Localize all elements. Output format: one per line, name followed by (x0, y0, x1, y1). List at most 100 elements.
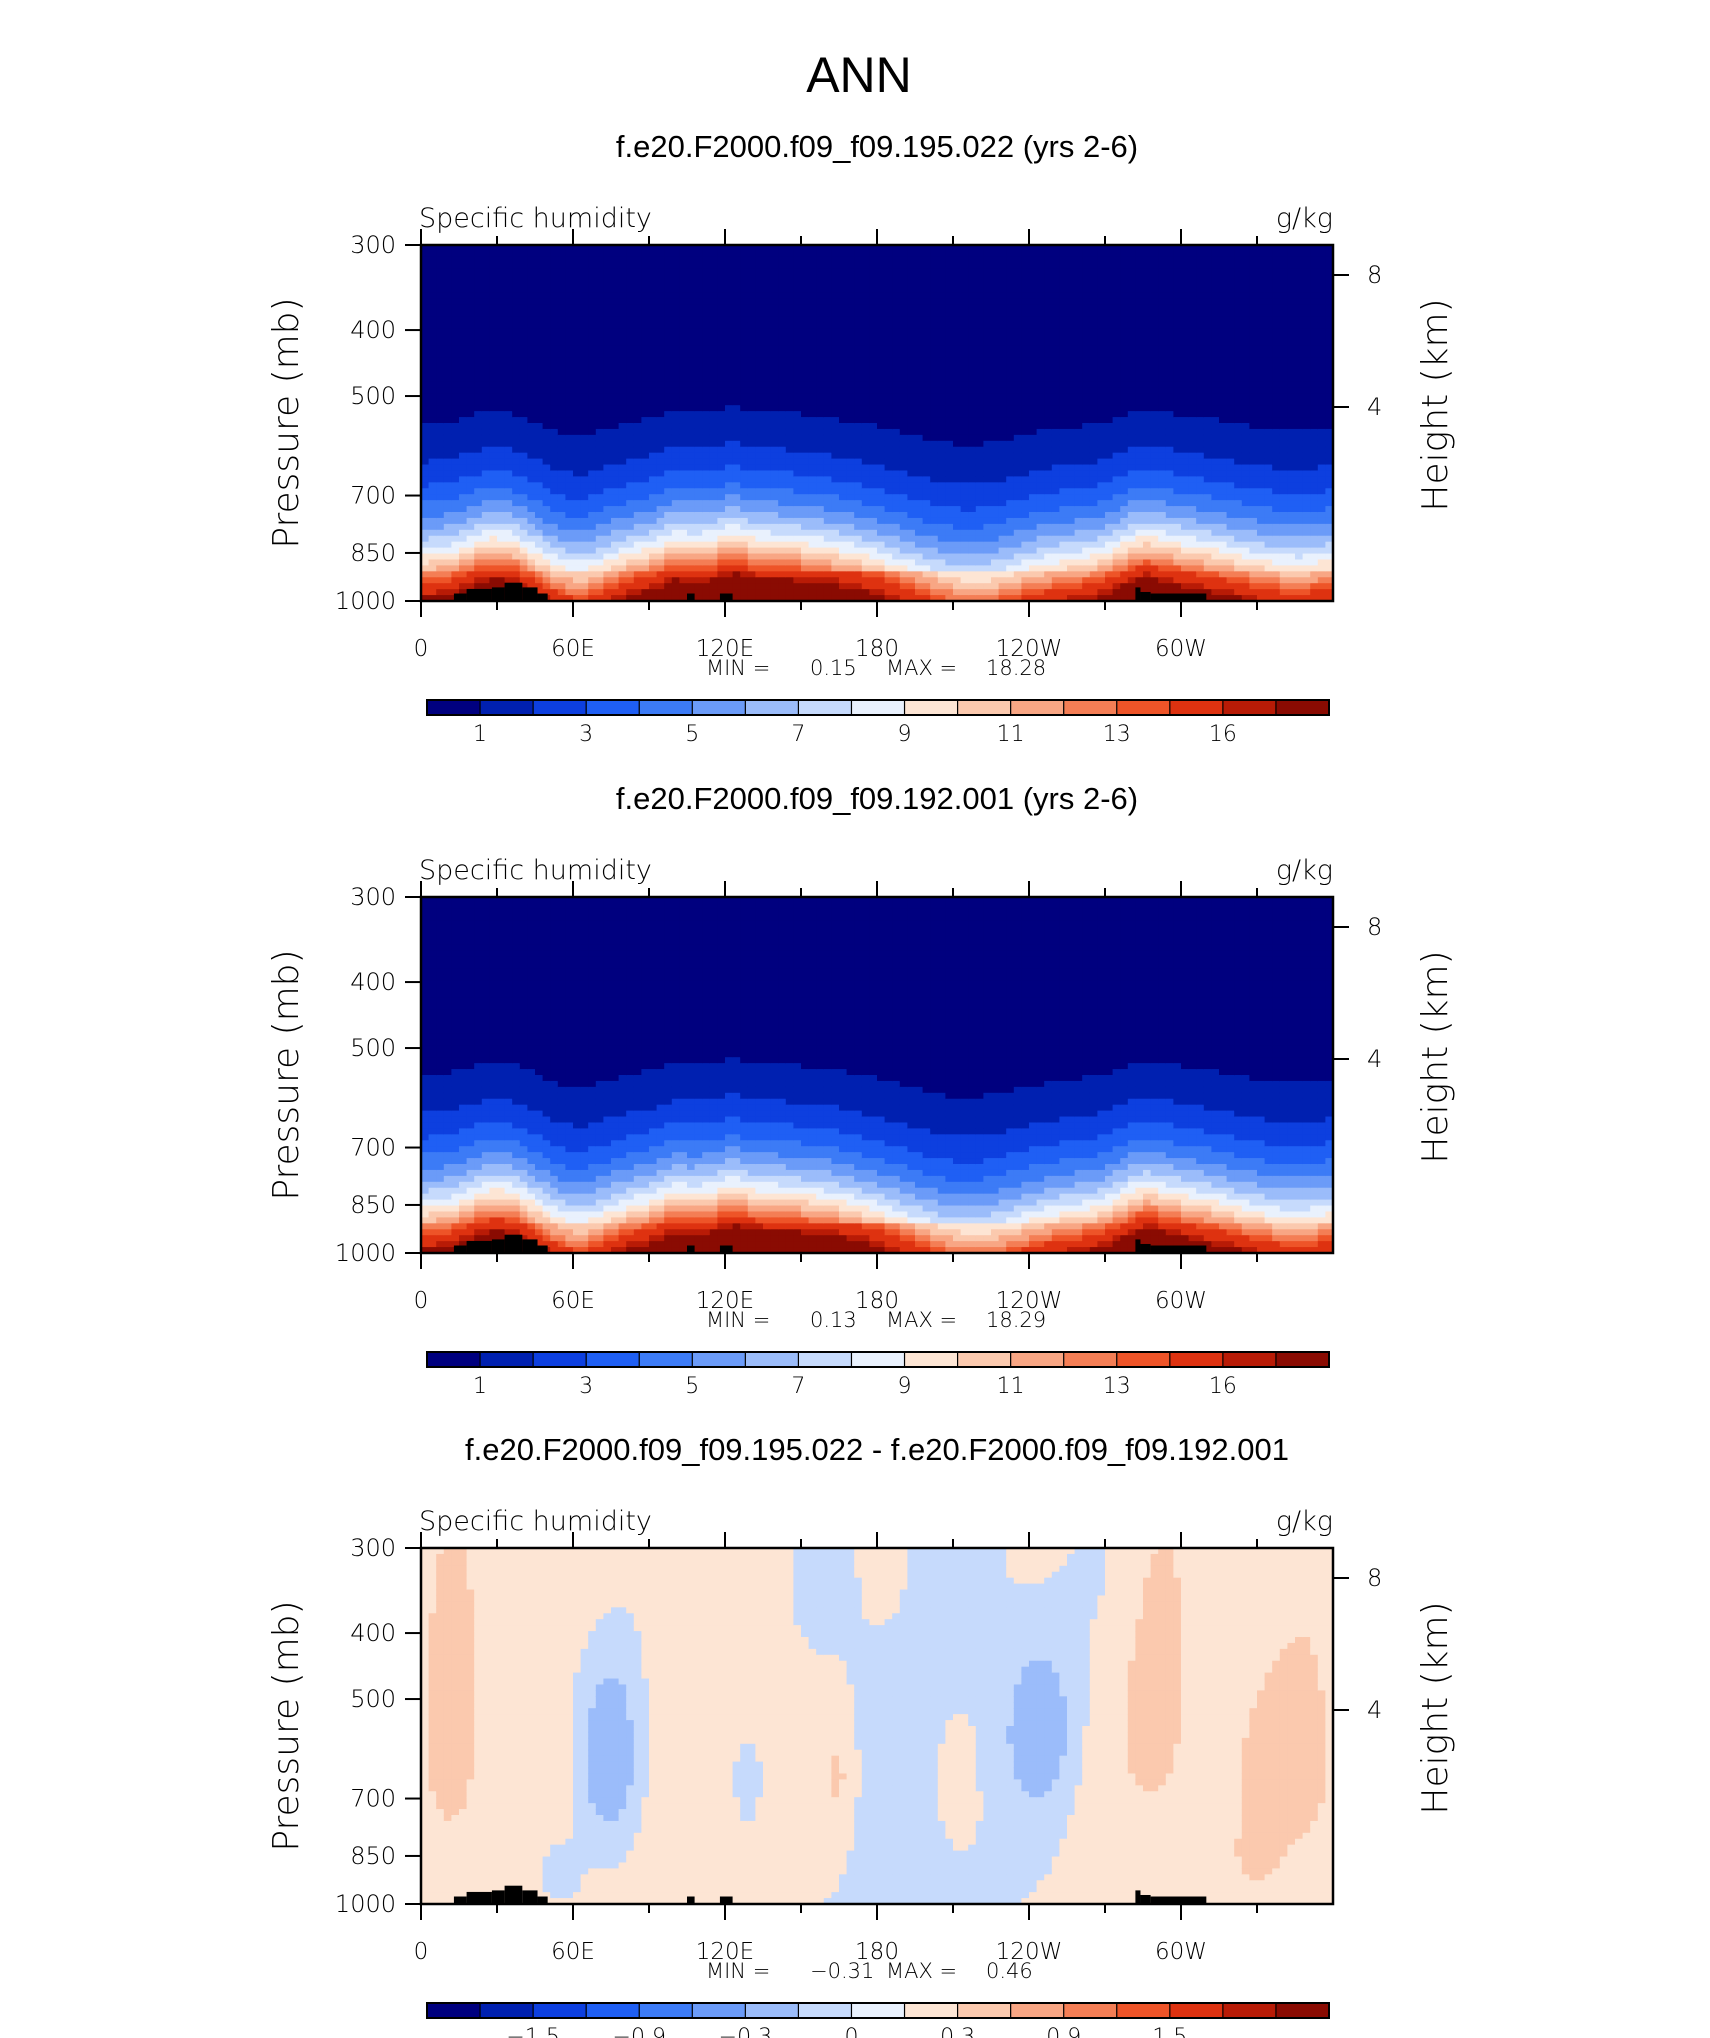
field-cell (922, 316, 931, 323)
field-cell (983, 577, 992, 584)
field-cell (801, 553, 810, 561)
field-cell (1006, 571, 1015, 578)
field-cell (930, 292, 939, 299)
field-cell (481, 417, 490, 424)
field-cell (656, 375, 665, 383)
field-cell (854, 304, 863, 311)
field-cell (763, 464, 772, 472)
field-cell (626, 351, 635, 359)
field-cell (732, 286, 741, 294)
field-cell (892, 434, 901, 442)
field-cell (1044, 280, 1053, 288)
field-cell (732, 529, 741, 537)
field-cell (1006, 256, 1015, 264)
field-cell (474, 423, 483, 430)
field-cell (527, 417, 536, 424)
field-cell (603, 541, 612, 549)
field-cell (694, 292, 703, 299)
field-cell (664, 268, 673, 276)
field-cell (846, 286, 855, 294)
field-cell (968, 434, 977, 442)
field-cell (421, 440, 430, 448)
field-cell (565, 470, 574, 477)
field-cell (839, 547, 848, 555)
field-cell (823, 304, 832, 311)
field-cell (519, 411, 528, 418)
field-cell (763, 250, 772, 258)
field-cell (1044, 334, 1053, 341)
field-cell (907, 434, 916, 442)
field-cell (687, 434, 696, 442)
field-cell (542, 428, 551, 436)
field-cell (459, 304, 468, 311)
field-cell (633, 357, 642, 365)
field-cell (778, 339, 787, 347)
field-cell (709, 304, 718, 311)
field-cell (861, 411, 870, 418)
field-cell (884, 245, 893, 252)
field-cell (557, 292, 566, 299)
field-cell (983, 517, 992, 525)
field-cell (717, 470, 726, 477)
field-cell (975, 363, 984, 371)
field-cell (1029, 517, 1038, 525)
field-cell (732, 500, 741, 507)
field-cell (763, 393, 772, 400)
field-cell (580, 274, 589, 282)
field-cell (519, 434, 528, 442)
field-cell (466, 488, 475, 495)
field-cell (633, 369, 642, 377)
field-cell (922, 541, 931, 549)
field-cell (899, 571, 908, 578)
field-cell (603, 517, 612, 525)
field-cell (915, 559, 924, 566)
field-cell (580, 589, 589, 596)
field-cell (854, 292, 863, 299)
field-cell (474, 458, 483, 466)
field-cell (763, 553, 772, 561)
field-cell (755, 393, 764, 400)
field-cell (991, 250, 1000, 258)
field-cell (649, 245, 658, 252)
field-cell (998, 286, 1007, 294)
field-cell (778, 470, 787, 477)
field-cell (702, 357, 711, 365)
field-cell (1013, 494, 1022, 501)
field-cell (611, 512, 620, 519)
field-cell (945, 434, 954, 442)
field-cell (785, 423, 794, 430)
field-cell (504, 452, 513, 460)
field-cell (451, 547, 460, 555)
field-cell (778, 387, 787, 394)
field-cell (991, 571, 1000, 578)
field-cell (649, 304, 658, 311)
field-cell (922, 357, 931, 365)
field-cell (679, 494, 688, 501)
field-cell (770, 577, 779, 584)
field-cell (732, 470, 741, 477)
field-cell (1006, 375, 1015, 383)
field-cell (725, 571, 734, 578)
field-cell (907, 393, 916, 400)
field-cell (892, 446, 901, 454)
field-cell (892, 339, 901, 347)
field-cell (960, 250, 969, 258)
field-cell (869, 304, 878, 311)
field-cell (869, 298, 878, 305)
field-cell (930, 375, 939, 383)
field-cell (839, 381, 848, 388)
field-cell (998, 589, 1007, 596)
field-cell (466, 541, 475, 549)
field-cell (611, 482, 620, 489)
field-cell (580, 245, 589, 252)
field-cell (930, 464, 939, 472)
field-cell (626, 434, 635, 442)
field-cell (603, 375, 612, 383)
field-cell (884, 298, 893, 305)
field-cell (770, 387, 779, 394)
field-cell (459, 559, 468, 566)
field-cell (1044, 571, 1053, 578)
field-cell (519, 351, 528, 359)
field-cell (801, 446, 810, 454)
field-cell (1013, 565, 1022, 572)
